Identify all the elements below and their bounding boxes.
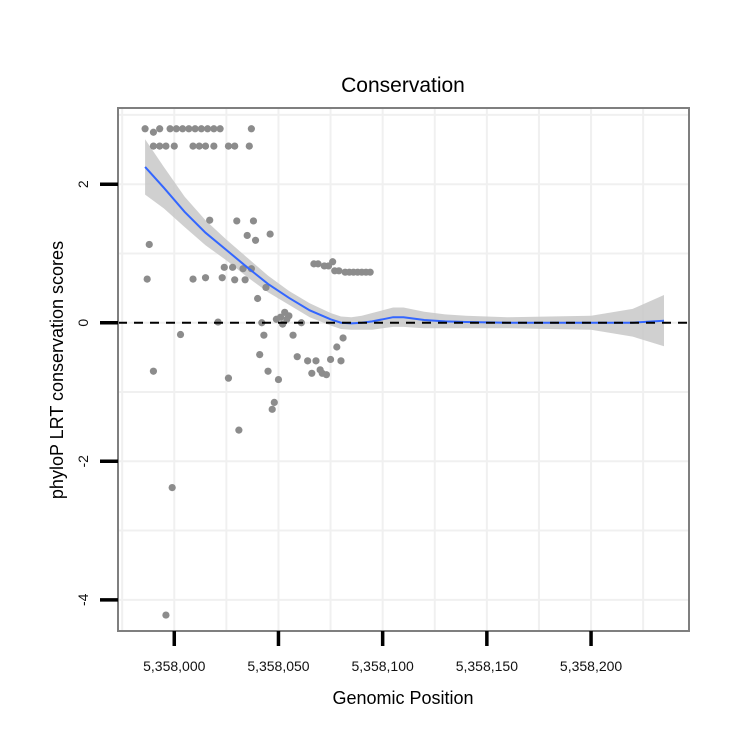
data-point [149,128,158,136]
data-point [366,268,374,276]
data-point [231,142,239,150]
y-axis-title: phyloP LRT conservation scores [47,241,67,499]
data-point [210,125,218,133]
data-point [256,351,264,359]
data-point [168,484,176,492]
data-point [204,125,212,133]
data-point [254,294,262,303]
data-point [243,231,251,240]
data-point [233,217,241,225]
data-point [333,343,341,351]
data-point [249,217,258,225]
data-point [149,142,158,150]
panel-border [117,107,690,632]
x-tick-label: 5,358,150 [456,658,518,674]
data-point [276,313,285,321]
data-point [185,125,193,133]
data-point [241,276,249,284]
data-points [141,125,374,619]
data-point [258,319,266,327]
x-tick-label: 5,358,200 [560,658,622,674]
data-point [201,142,210,150]
data-point [189,275,197,283]
x-tick-label: 5,358,000 [143,658,205,674]
data-point [262,283,270,292]
data-point [206,216,214,224]
data-point [179,125,187,133]
data-point [162,142,170,150]
data-point [231,276,239,284]
data-point [337,357,345,365]
axis-ticks: 5,358,000 5,358,050 5,358,100 5,358,150 5,35… [75,180,622,674]
y-tick-label: 0 [75,319,91,327]
data-point [195,142,203,150]
x-tick-label: 5,358,050 [247,658,309,674]
data-point [270,398,278,407]
data-point [189,142,197,150]
data-point [293,353,301,361]
data-point [224,142,233,150]
confidence-band-layer [145,139,665,347]
data-point [335,267,343,275]
data-point [247,125,255,133]
data-point [274,375,283,384]
y-tick-label: -2 [75,455,91,468]
data-point [285,312,293,320]
data-point [162,611,170,619]
data-point [251,236,260,244]
data-point [260,331,268,339]
data-point [149,367,158,375]
data-point [312,357,320,365]
data-point [239,265,247,273]
data-point [268,405,276,413]
data-point [304,357,312,365]
data-point [224,374,233,382]
data-point [216,125,224,133]
data-point [141,125,149,133]
data-point [264,367,272,375]
grid-lines [118,108,689,631]
data-point [201,274,210,282]
data-point [322,371,330,379]
data-point [218,274,226,282]
data-point [220,263,228,271]
data-point [247,265,255,273]
confidence-band [145,139,665,347]
x-tick-label: 5,358,100 [352,658,414,674]
data-point [191,125,199,133]
data-point [176,330,185,339]
x-axis-title: Genomic Position [332,688,473,708]
data-point [156,142,164,150]
data-point [266,230,274,238]
data-point [170,142,178,150]
data-point [245,142,253,150]
y-tick-label: -4 [75,593,91,606]
data-point [329,258,337,266]
data-point [314,260,322,268]
chart-title: Conservation [341,74,465,97]
y-tick-label: 2 [75,180,91,188]
data-point [197,125,205,133]
data-point [326,355,335,364]
data-point [210,142,218,150]
data-point [166,125,174,133]
data-point [143,275,151,283]
data-point [229,263,237,271]
data-point [172,125,180,133]
data-point [235,426,243,434]
data-point [156,125,164,133]
data-point [289,331,297,339]
data-point [145,240,153,249]
data-point [308,369,316,377]
data-point [339,334,347,342]
